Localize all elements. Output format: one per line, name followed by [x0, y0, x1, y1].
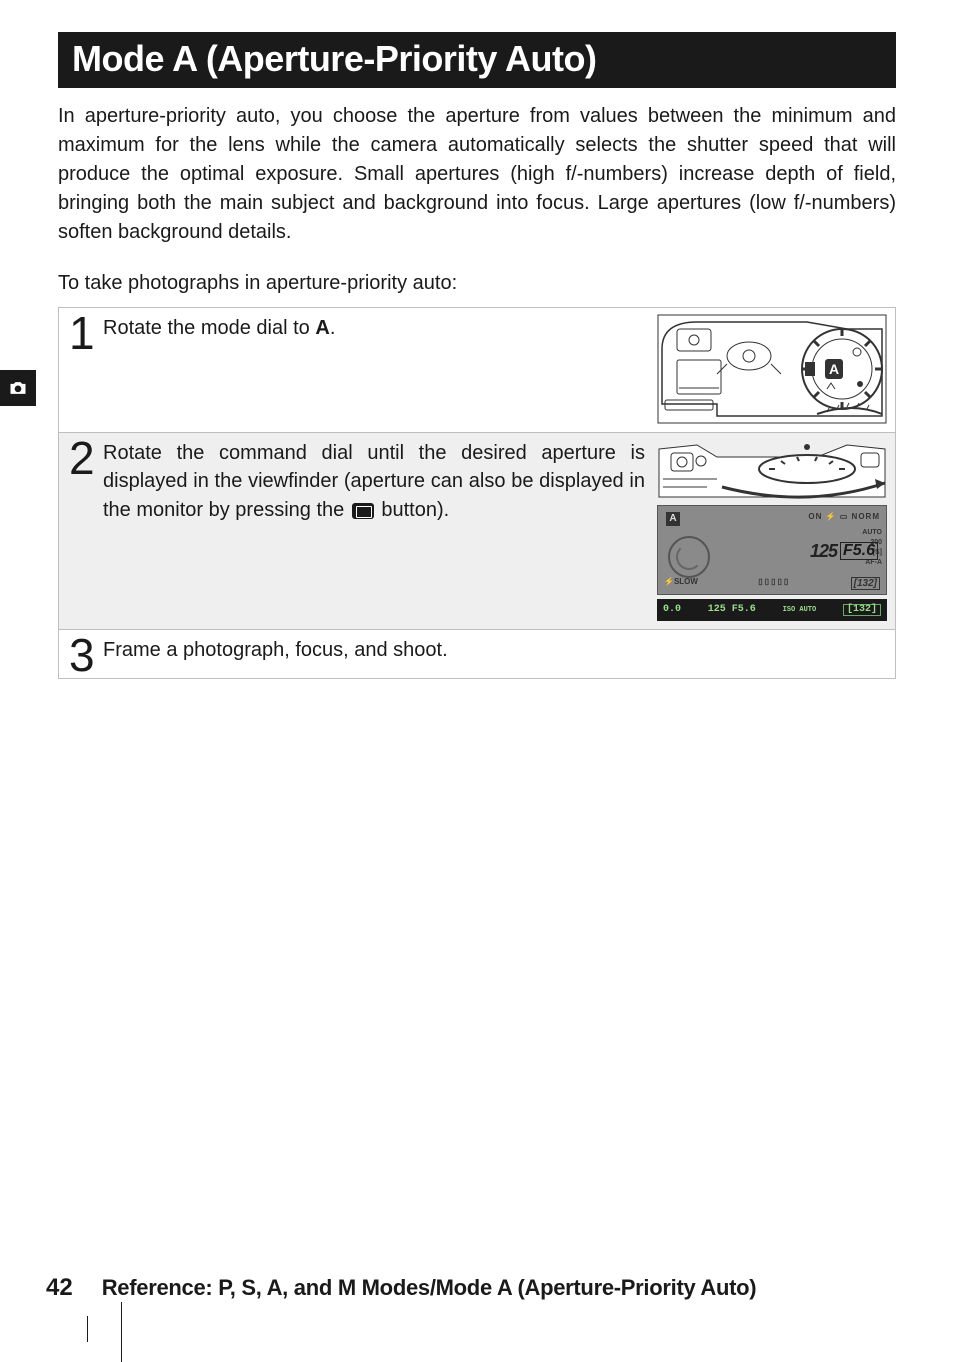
- intro-paragraph: In aperture-priority auto, you choose th…: [58, 102, 896, 247]
- lcd-panel: A ON ⚡ ▭ NORM AUTO 200 [S] AF-A 125 F5.6…: [657, 505, 887, 595]
- section-title-bar: Mode A (Aperture-Priority Auto): [58, 32, 896, 88]
- page-number: 42: [46, 1274, 73, 1302]
- step-text: Rotate the mode dial to A.: [103, 314, 645, 342]
- step-row: 1 Rotate the mode dial to A.: [59, 308, 895, 433]
- step-row: 3 Frame a photograph, focus, and shoot.: [59, 630, 895, 679]
- lead-line: To take photographs in aperture-priority…: [58, 269, 896, 297]
- page-footer: 42 Reference: P, S, A, and M Modes/Mode …: [46, 1274, 896, 1302]
- step-text: Frame a photograph, focus, and shoot.: [103, 636, 887, 664]
- vf-left: 0.0: [663, 605, 681, 615]
- panel-shutter: 125: [810, 542, 837, 560]
- vf-iso: ISO AUTO: [783, 607, 817, 614]
- section-title: Mode A (Aperture-Priority Auto): [72, 38, 882, 80]
- viewfinder-strip: 0.0 125 F5.6 ISO AUTO [132]: [657, 599, 887, 621]
- panel-top-right: ON ⚡ ▭ NORM: [808, 512, 880, 521]
- vf-mid: 125 F5.6: [708, 605, 756, 615]
- panel-readout: 125 F5.6: [810, 542, 878, 560]
- step-text: Rotate the command dial until the desire…: [103, 439, 645, 524]
- svg-text:A: A: [829, 361, 839, 377]
- vf-count: [132]: [843, 604, 881, 616]
- step-number: 3: [59, 630, 103, 678]
- breadcrumb: Reference: P, S, A, and M Modes/Mode A (…: [102, 1275, 757, 1301]
- panel-mode-letter: A: [666, 512, 680, 526]
- steps-table: 1 Rotate the mode dial to A.: [58, 307, 896, 679]
- panel-aperture: F5.6: [840, 542, 878, 560]
- step-number: 2: [59, 433, 103, 629]
- step-row: 2 Rotate the command dial until the desi…: [59, 433, 895, 630]
- mode-dial-illustration: A: [657, 314, 887, 424]
- panel-count: [132]: [851, 577, 880, 590]
- command-dial-illustration: A ON ⚡ ▭ NORM AUTO 200 [S] AF-A 125 F5.6…: [657, 439, 887, 621]
- step-number: 1: [59, 308, 103, 432]
- section-tab-icon: [0, 370, 36, 406]
- info-button-icon: [352, 503, 374, 519]
- panel-flash-mode: ⚡SLOW: [664, 577, 698, 590]
- aperture-ring-icon: [668, 536, 710, 578]
